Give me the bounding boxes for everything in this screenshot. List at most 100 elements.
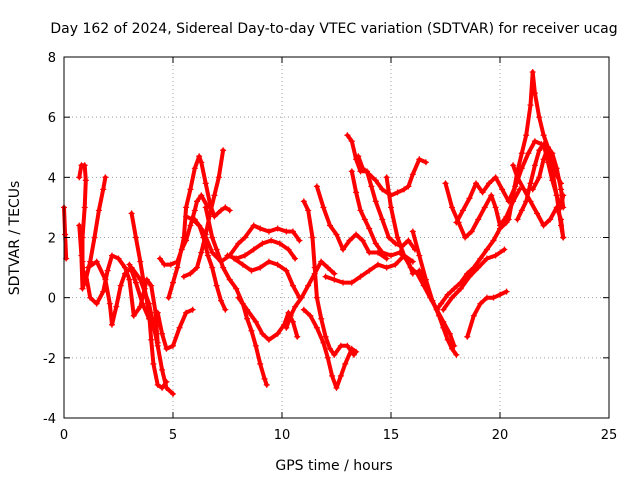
data-point-marker — [305, 207, 312, 214]
data-point-marker — [292, 303, 299, 310]
data-point-marker — [163, 378, 170, 385]
data-point-marker — [490, 237, 497, 244]
data-point-marker — [159, 384, 166, 391]
data-point-marker — [265, 258, 272, 265]
data-point-marker — [392, 240, 399, 247]
data-point-marker — [100, 288, 107, 295]
data-point-marker — [446, 330, 453, 337]
data-point-marker — [102, 276, 109, 283]
data-point-marker — [159, 330, 166, 337]
data-point-marker — [549, 150, 556, 157]
data-point-marker — [108, 321, 115, 328]
data-point-marker — [224, 252, 231, 259]
data-point-marker — [440, 324, 447, 331]
data-point-marker — [357, 273, 364, 280]
data-point-marker — [466, 195, 473, 202]
data-point-marker — [490, 294, 497, 301]
y-tick-label: 8 — [48, 51, 56, 66]
data-point-marker — [130, 312, 137, 319]
data-point-marker — [497, 222, 503, 229]
data-point-marker — [499, 186, 506, 193]
data-point-marker — [540, 156, 547, 163]
data-point-marker — [126, 261, 133, 268]
series-track-17 — [283, 258, 338, 331]
data-point-marker — [165, 294, 172, 301]
data-point-marker — [108, 252, 115, 259]
data-point-marker — [442, 180, 449, 187]
data-point-marker — [531, 138, 538, 145]
series-line-track-35 — [530, 145, 566, 210]
data-point-marker — [91, 234, 98, 241]
data-point-marker — [558, 186, 565, 193]
data-point-marker — [540, 222, 547, 229]
data-point-marker — [337, 372, 344, 379]
data-point-marker — [383, 255, 390, 262]
data-point-marker — [82, 177, 89, 184]
data-point-marker — [549, 177, 556, 184]
data-point-marker — [333, 231, 340, 238]
data-point-marker — [553, 204, 560, 211]
data-point-marker — [394, 189, 401, 196]
data-point-marker — [464, 333, 471, 340]
data-point-marker — [202, 204, 209, 211]
data-point-marker — [416, 252, 423, 259]
data-point-marker — [350, 351, 357, 358]
data-point-marker — [401, 252, 408, 259]
data-point-marker — [394, 234, 401, 241]
data-point-marker — [170, 342, 176, 349]
data-point-marker — [486, 180, 493, 187]
data-point-marker — [148, 282, 155, 289]
data-point-marker — [148, 336, 155, 343]
data-point-marker — [322, 273, 329, 280]
data-point-marker — [300, 306, 307, 313]
data-point-marker — [422, 159, 429, 166]
data-point-marker — [180, 273, 187, 280]
data-point-marker — [198, 192, 205, 199]
data-point-marker — [159, 366, 166, 373]
data-point-marker — [379, 216, 386, 223]
data-point-marker — [320, 204, 327, 211]
data-layer — [61, 69, 567, 397]
data-point-marker — [383, 264, 390, 271]
data-point-marker — [503, 288, 510, 295]
data-point-marker — [449, 345, 456, 352]
data-point-marker — [287, 312, 294, 319]
data-point-marker — [82, 270, 89, 277]
data-point-marker — [449, 294, 456, 301]
data-point-marker — [307, 312, 314, 319]
data-point-marker — [93, 258, 100, 265]
data-point-marker — [226, 276, 233, 283]
data-point-marker — [459, 207, 466, 214]
x-tick-label: 25 — [601, 428, 618, 443]
series-line-track-05 — [86, 259, 175, 396]
y-tick-label: -2 — [43, 352, 56, 367]
data-point-marker — [479, 189, 486, 196]
data-point-marker — [170, 390, 176, 397]
data-point-marker — [344, 342, 351, 349]
data-point-marker — [305, 282, 312, 289]
data-point-marker — [252, 318, 259, 325]
data-point-marker — [344, 132, 351, 139]
data-point-marker — [374, 261, 381, 268]
data-point-marker — [283, 267, 290, 274]
data-point-marker — [76, 174, 83, 181]
data-point-marker — [497, 291, 503, 298]
data-point-marker — [187, 186, 194, 193]
series-track-12 — [202, 204, 270, 388]
data-point-marker — [198, 159, 205, 166]
series-track-20 — [313, 183, 390, 262]
data-point-marker — [128, 210, 135, 217]
data-point-marker — [191, 207, 198, 214]
series-track-19 — [300, 306, 360, 391]
data-point-marker — [416, 156, 423, 163]
data-point-marker — [117, 282, 124, 289]
data-point-marker — [547, 216, 554, 223]
data-point-marker — [313, 183, 320, 190]
data-point-marker — [217, 258, 224, 265]
data-point-marker — [353, 348, 360, 355]
data-point-marker — [248, 327, 255, 334]
series-track-07 — [126, 261, 196, 352]
data-point-marker — [289, 282, 296, 289]
data-point-marker — [161, 261, 168, 268]
data-point-marker — [385, 234, 392, 241]
